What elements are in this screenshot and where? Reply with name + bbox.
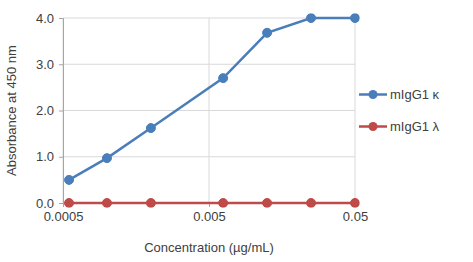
legend: mIgG1 κ mIgG1 λ (359, 87, 440, 134)
tick-label: 0.0 (36, 196, 54, 211)
tick: 1.0 (36, 149, 63, 164)
tick-label: 0.005 (193, 209, 226, 224)
grid-line (209, 18, 210, 203)
point (102, 199, 111, 208)
point (146, 124, 155, 133)
tick: 4.0 (36, 11, 63, 26)
tick: 0.0 (36, 196, 63, 211)
point (65, 199, 74, 208)
y-axis-title: Absorbance at 450 nm (4, 45, 19, 176)
tick-label: 1.0 (36, 149, 54, 164)
grid (63, 18, 355, 203)
point (351, 199, 360, 208)
point (102, 154, 111, 163)
legend-label: mIgG1 κ (390, 87, 440, 102)
chart: 0.0005 0.005 0.05 0.0 1.0 2.0 3.0 4.0 Concentrat… (0, 0, 473, 262)
point (219, 199, 228, 208)
plot: 0.0005 0.005 0.05 0.0 1.0 2.0 3.0 4.0 (36, 11, 368, 225)
point (263, 28, 272, 37)
tick-mark (59, 111, 63, 112)
tick-mark (59, 157, 63, 158)
tick-label: 0.0005 (44, 209, 84, 224)
point (263, 199, 272, 208)
x-axis-title: Concentration (µg/mL) (144, 240, 274, 255)
legend-marker (369, 122, 378, 131)
grid-line (355, 18, 356, 203)
point (146, 199, 155, 208)
marks (65, 14, 360, 208)
legend-label: mIgG1 λ (390, 119, 440, 134)
point (219, 74, 228, 83)
point (65, 175, 74, 184)
tick-label: 0.05 (343, 209, 368, 224)
y-axis: 0.0 1.0 2.0 3.0 4.0 (36, 11, 64, 211)
tick-mark (59, 18, 63, 19)
tick-label: 2.0 (36, 103, 54, 118)
legend-marker (369, 90, 378, 99)
legend-entry: mIgG1 λ (359, 119, 440, 134)
x-axis: 0.0005 0.005 0.05 (44, 203, 369, 224)
tick: 2.0 (36, 103, 63, 118)
legend-entry: mIgG1 κ (359, 87, 440, 102)
point (307, 199, 316, 208)
tick-label: 4.0 (36, 11, 54, 26)
tick: 3.0 (36, 57, 63, 72)
point (307, 14, 316, 23)
axis-line (59, 19, 64, 204)
tick-mark (59, 203, 63, 204)
tick-mark (59, 64, 63, 65)
tick-label: 3.0 (36, 57, 54, 72)
series-line (69, 18, 355, 180)
point (351, 14, 360, 23)
